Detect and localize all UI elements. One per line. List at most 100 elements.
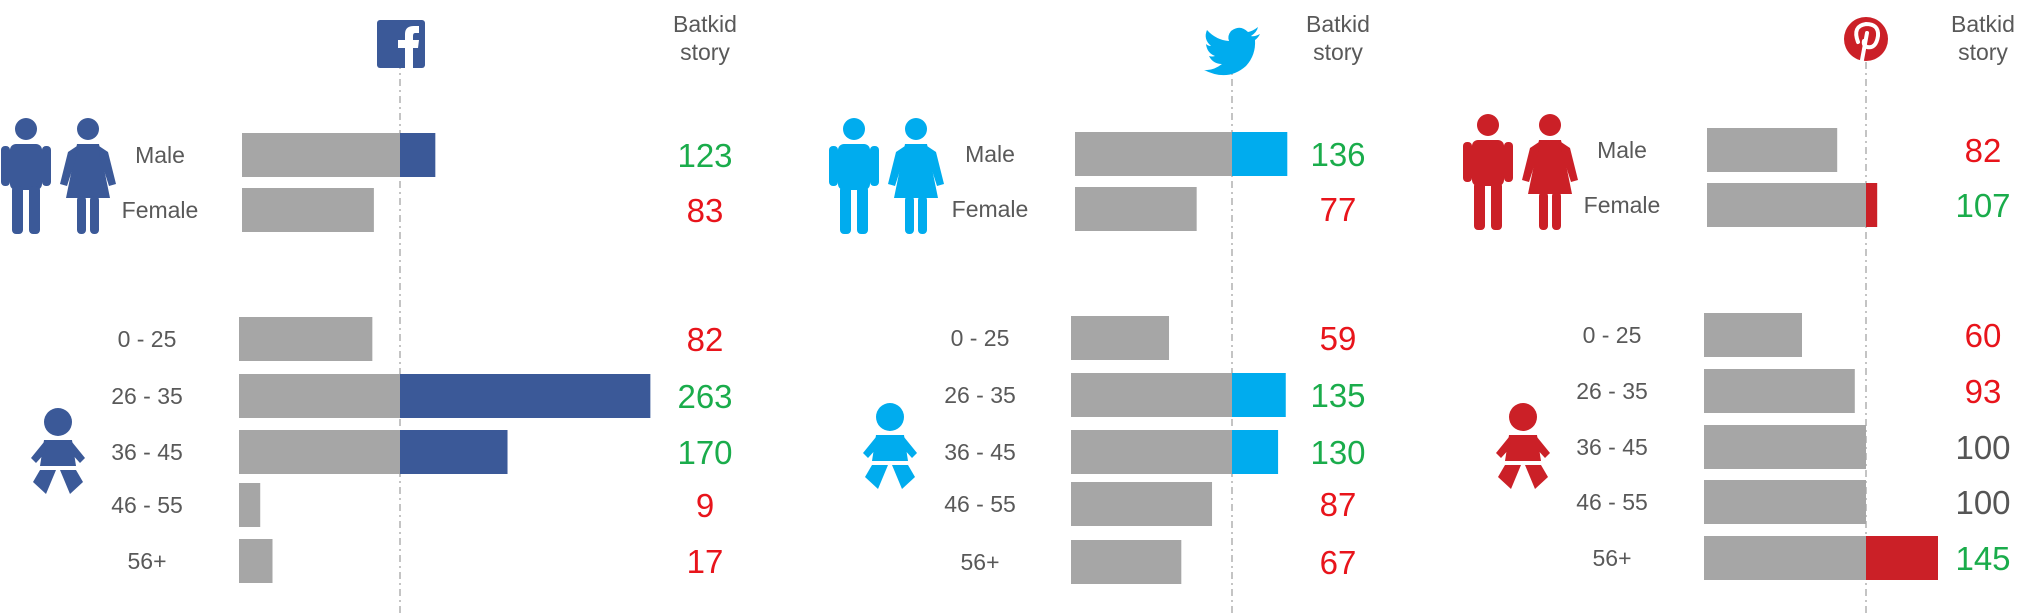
bar-below-baseline	[239, 483, 261, 527]
bar-row: 46 - 55 9	[111, 483, 714, 527]
bar-below-baseline	[1071, 373, 1232, 417]
bar-above-baseline	[400, 430, 508, 474]
bar-below-baseline	[1707, 128, 1838, 172]
bar-below-baseline	[1704, 313, 1802, 357]
bar-below-baseline	[239, 317, 373, 361]
twitter-bird-icon	[1204, 27, 1260, 76]
value-label: 60	[1965, 317, 2002, 354]
bar-row: 26 - 35 263	[111, 374, 733, 418]
female-person-icon	[60, 118, 116, 234]
facebook-icon	[377, 20, 425, 68]
value-label: 136	[1310, 136, 1365, 173]
bar-above-baseline	[400, 374, 651, 418]
bar-row: Male 136	[965, 132, 1366, 176]
category-label: Male	[135, 142, 185, 168]
bar-row: 26 - 35 135	[944, 373, 1366, 417]
value-label: 135	[1310, 377, 1365, 414]
category-label: Male	[965, 141, 1015, 167]
bar-below-baseline	[1071, 430, 1232, 474]
bar-row: Female 77	[952, 187, 1357, 231]
header-line: story	[1313, 39, 1363, 65]
bar-row: 56+ 17	[127, 539, 723, 583]
male-person-icon	[829, 118, 879, 234]
male-female-icon	[829, 118, 944, 234]
baby-icon	[863, 403, 917, 489]
bar-row: Female 107	[1584, 183, 2011, 227]
category-label: Female	[1584, 192, 1661, 218]
male-person-icon	[1463, 114, 1513, 230]
bar-below-baseline	[242, 188, 374, 232]
category-label: 26 - 35	[1576, 378, 1648, 404]
value-label: 123	[677, 137, 732, 174]
value-label: 87	[1320, 486, 1357, 523]
header-line: story	[1958, 39, 2008, 65]
bar-row: 26 - 35 93	[1576, 369, 2001, 413]
value-label: 145	[1955, 540, 2010, 577]
bar-above-baseline	[1232, 373, 1286, 417]
baby-icon	[1496, 403, 1550, 489]
value-label: 82	[687, 321, 724, 358]
value-label: 67	[1320, 544, 1357, 581]
bar-below-baseline	[239, 374, 400, 418]
value-label: 93	[1965, 373, 2002, 410]
header-line: Batkid	[1306, 11, 1370, 37]
bar-below-baseline	[242, 133, 400, 177]
category-label: 46 - 55	[111, 492, 183, 518]
bar-row: 46 - 55 87	[944, 482, 1356, 526]
bar-row: 56+ 67	[960, 540, 1356, 584]
bar-row: 0 - 25 59	[951, 316, 1357, 360]
bar-below-baseline	[239, 539, 273, 583]
category-label: 0 - 25	[118, 326, 177, 352]
bar-above-baseline	[1232, 132, 1288, 176]
category-label: 0 - 25	[1583, 322, 1642, 348]
category-label: 56+	[960, 549, 999, 575]
bar-below-baseline	[1704, 536, 1866, 580]
bar-below-baseline	[1075, 132, 1232, 176]
bar-above-baseline	[1866, 183, 1878, 227]
bar-below-baseline	[1704, 369, 1855, 413]
pinterest-icon	[1844, 17, 1888, 62]
category-label: 36 - 45	[111, 439, 183, 465]
value-label: 77	[1320, 191, 1357, 228]
value-label: 100	[1955, 484, 2010, 521]
bar-below-baseline	[1071, 482, 1213, 526]
value-label: 170	[677, 434, 732, 471]
value-label: 83	[687, 192, 724, 229]
bar-row: 46 - 55 100	[1576, 480, 2011, 524]
category-label: 26 - 35	[111, 383, 183, 409]
category-label: Male	[1597, 137, 1647, 163]
bar-row: 56+ 145	[1592, 536, 2011, 580]
value-label: 9	[696, 487, 714, 524]
male-female-icon	[1463, 114, 1578, 230]
value-label: 59	[1320, 320, 1357, 357]
category-label: Female	[122, 197, 199, 223]
bar-row: Male 123	[135, 133, 733, 177]
header-line: Batkid	[1951, 11, 2015, 37]
category-label: 46 - 55	[944, 491, 1016, 517]
bar-row: 36 - 45 100	[1576, 425, 2011, 469]
category-label: 46 - 55	[1576, 489, 1648, 515]
header-line: Batkid	[673, 11, 737, 37]
category-label: 36 - 45	[1576, 434, 1648, 460]
female-person-icon	[1522, 114, 1578, 230]
bar-row: 0 - 25 82	[118, 317, 724, 361]
header-line: story	[680, 39, 730, 65]
bar-below-baseline	[239, 430, 400, 474]
value-label: 82	[1965, 132, 2002, 169]
category-label: 56+	[1592, 545, 1631, 571]
bar-below-baseline	[1704, 480, 1866, 524]
category-label: 0 - 25	[951, 325, 1010, 351]
category-label: 56+	[127, 548, 166, 574]
bar-below-baseline	[1704, 425, 1866, 469]
category-label: 26 - 35	[944, 382, 1016, 408]
category-label: Female	[952, 196, 1029, 222]
male-person-icon	[1, 118, 51, 234]
bar-above-baseline	[400, 133, 436, 177]
bar-row: 36 - 45 170	[111, 430, 733, 474]
male-female-icon	[1, 118, 116, 234]
bar-row: Male 82	[1597, 128, 2001, 172]
